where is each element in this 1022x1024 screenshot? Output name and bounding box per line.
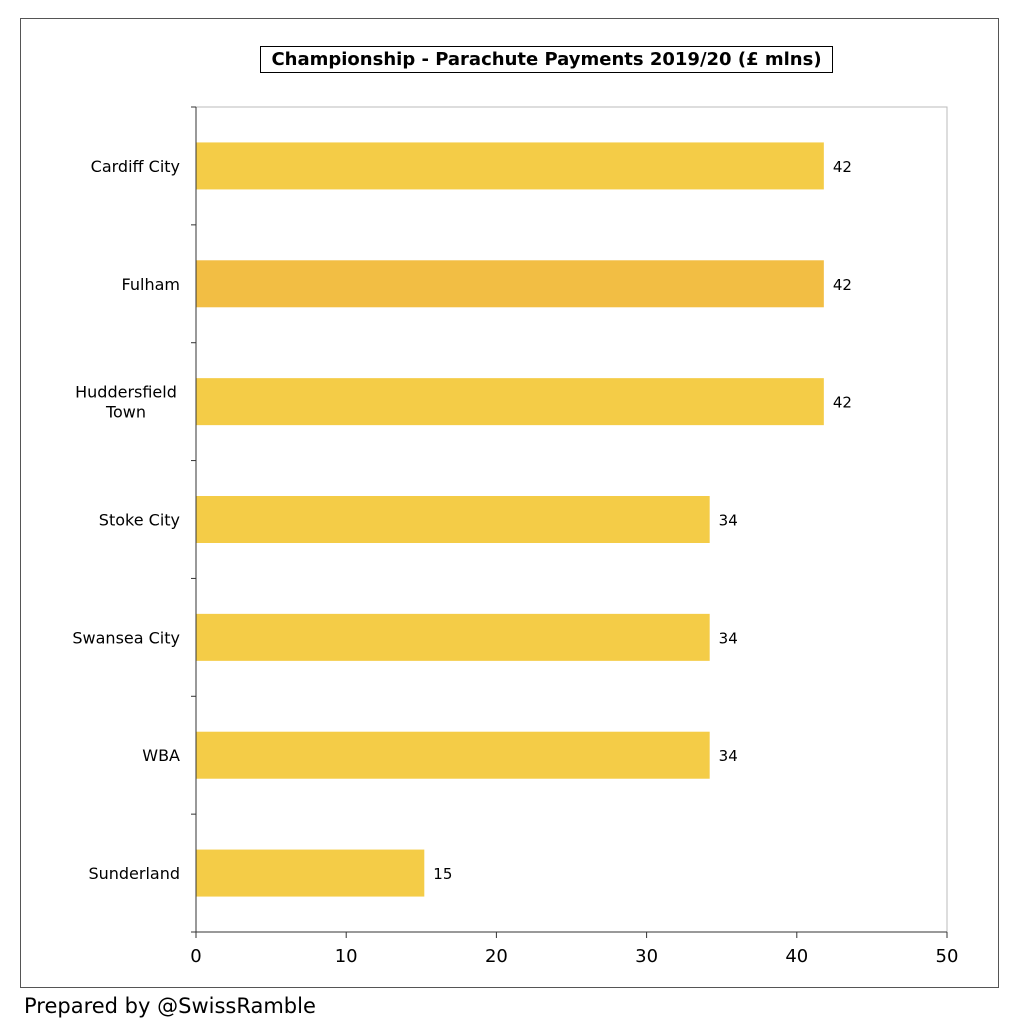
chart-title: Championship - Parachute Payments 2019/2… xyxy=(260,46,833,73)
x-tick-label: 50 xyxy=(936,946,959,967)
bar xyxy=(196,849,425,897)
category-label: Cardiff City xyxy=(91,157,180,176)
value-label: 42 xyxy=(833,158,852,176)
bar xyxy=(196,378,824,426)
category-label: Stoke City xyxy=(99,511,180,530)
axis-layer xyxy=(191,106,948,938)
value-label: 34 xyxy=(719,747,738,765)
bar xyxy=(196,731,710,779)
category-label: Fulham xyxy=(122,275,180,294)
value-label: 34 xyxy=(719,512,738,530)
x-tick-label: 40 xyxy=(785,946,808,967)
value-label: 34 xyxy=(719,629,738,647)
x-tick-label: 20 xyxy=(485,946,508,967)
value-label: 42 xyxy=(833,394,852,412)
bar xyxy=(196,613,710,661)
bar xyxy=(196,496,710,543)
footer-credit: Prepared by @SwissRamble xyxy=(24,994,316,1018)
category-label: WBA xyxy=(142,746,180,765)
x-tick-label: 30 xyxy=(635,946,658,967)
category-label: Huddersfield Town xyxy=(75,383,177,422)
x-tick-label: 10 xyxy=(335,946,358,967)
labels-layer: 42 Cardiff City 42 Fulham 42 Huddersfield Town… xyxy=(72,157,958,967)
bar xyxy=(196,142,824,190)
bar xyxy=(196,260,824,308)
category-label: Swansea City xyxy=(72,628,180,647)
bars-layer xyxy=(196,142,824,897)
value-label: 42 xyxy=(833,276,852,294)
value-label: 15 xyxy=(433,865,452,883)
category-label: Sunderland xyxy=(88,864,180,883)
x-tick-label: 0 xyxy=(190,946,201,967)
